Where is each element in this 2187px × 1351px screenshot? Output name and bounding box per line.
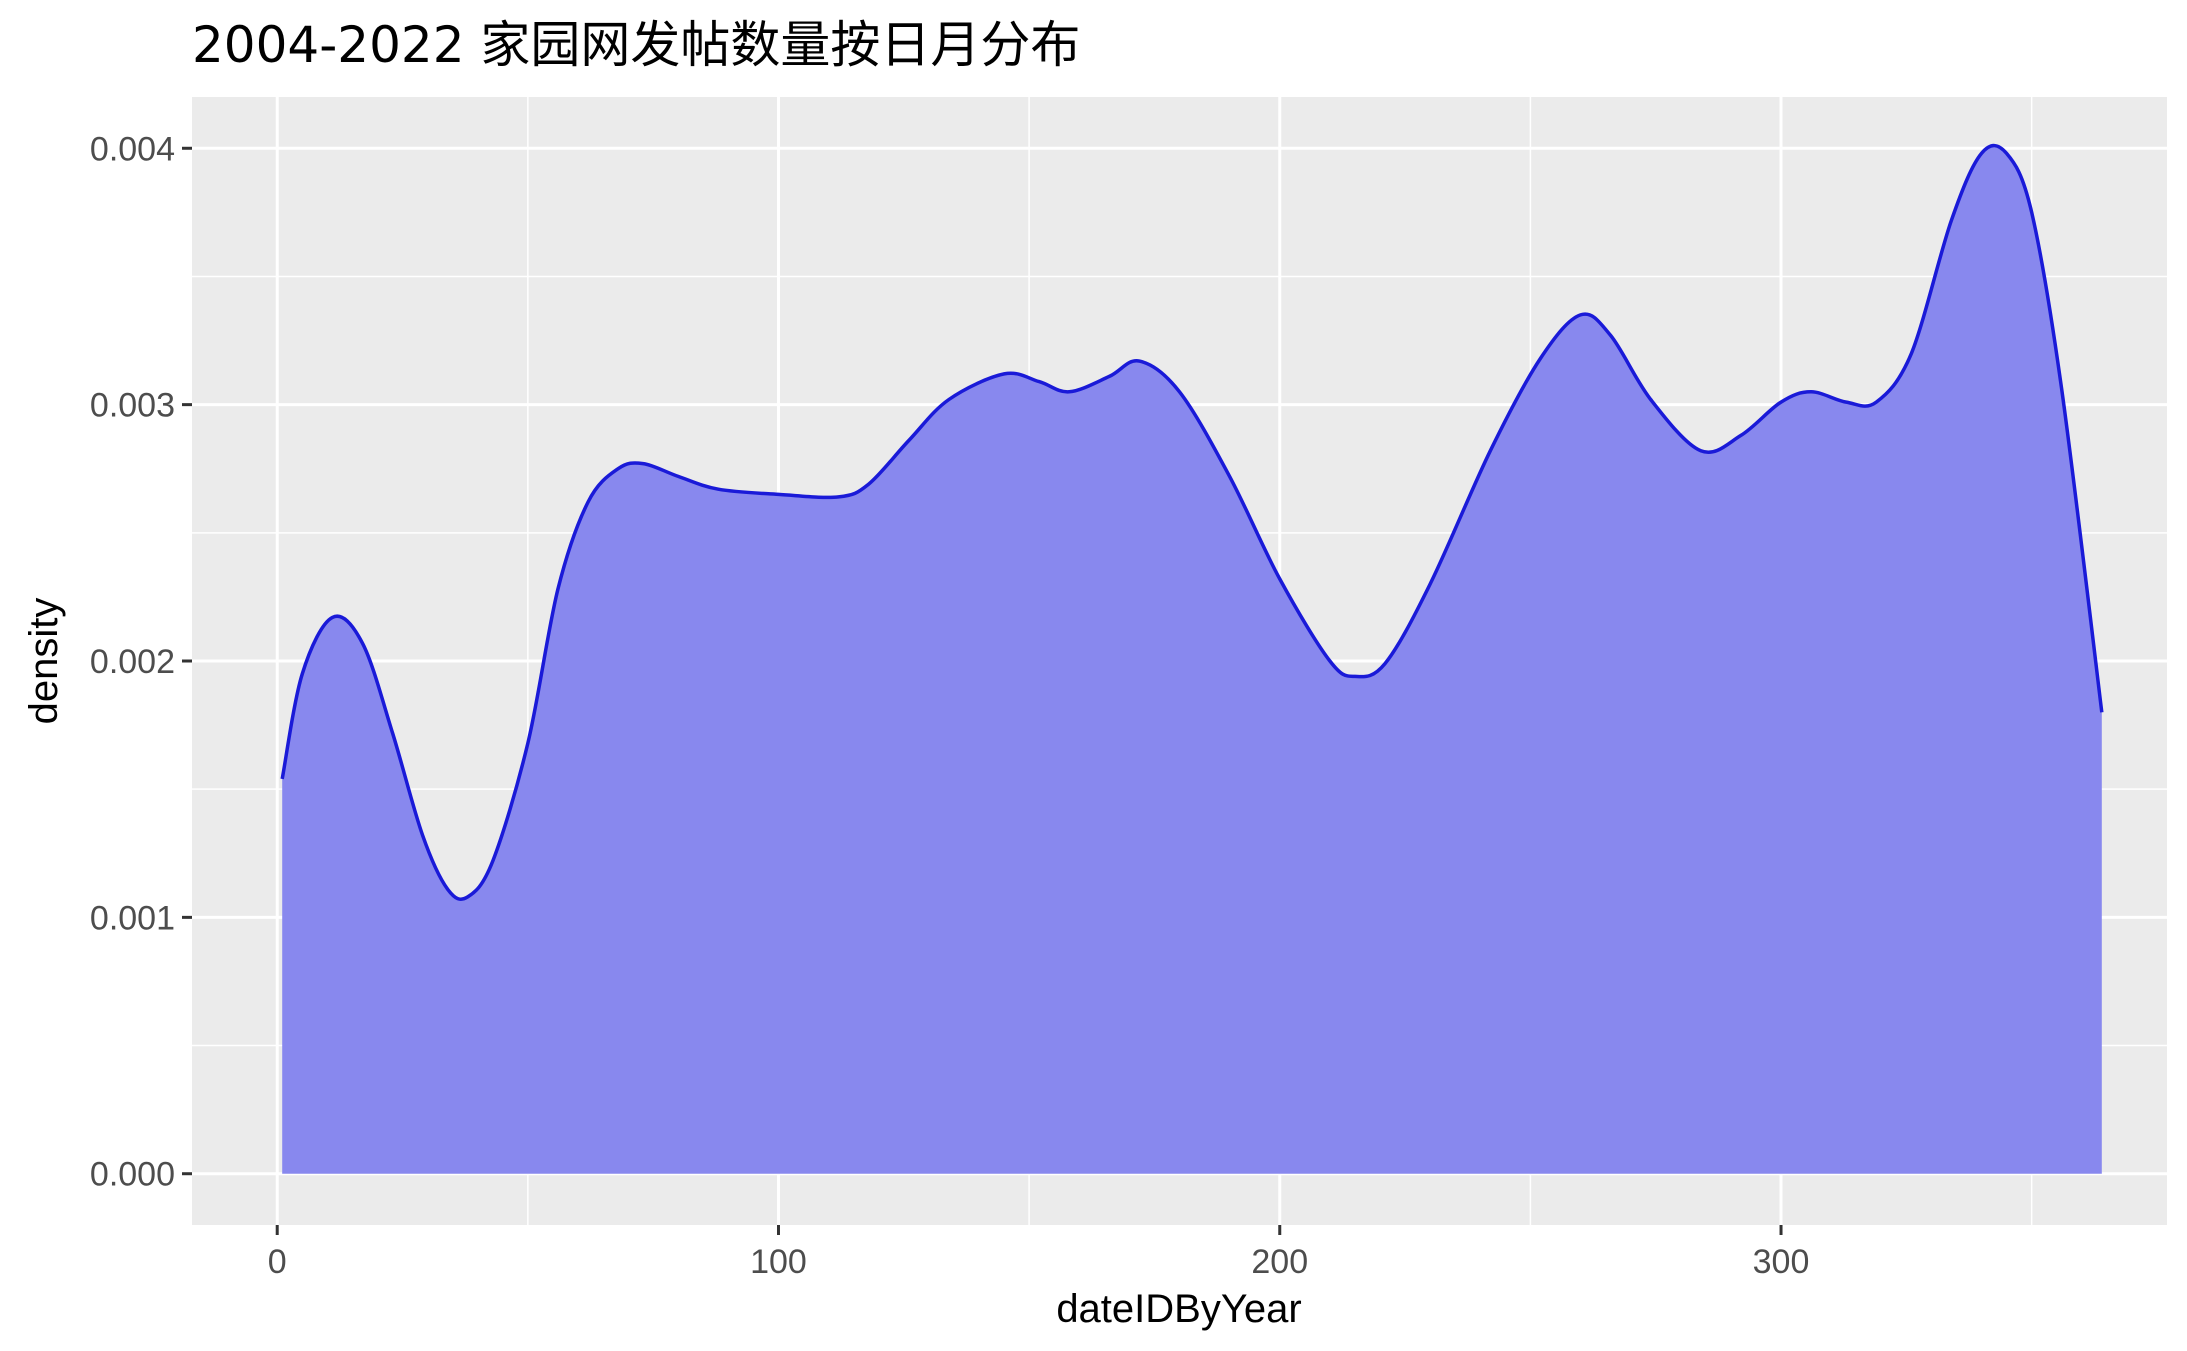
x-tick-label: 200 xyxy=(1251,1243,1308,1281)
x-tick-label: 0 xyxy=(268,1243,287,1281)
y-tick-label: 0.001 xyxy=(90,899,175,937)
y-tick-label: 0.002 xyxy=(90,643,175,681)
chart-title: 2004-2022 家园网发帖数量按日月分布 xyxy=(192,16,1080,74)
x-axis-title: dateIDByYear xyxy=(1056,1287,1301,1331)
density-line xyxy=(280,143,2104,901)
y-tick-label: 0.000 xyxy=(90,1156,175,1194)
x-tick-label: 100 xyxy=(750,1243,807,1281)
density-area xyxy=(282,145,2102,1174)
x-tick-label: 300 xyxy=(1753,1243,1810,1281)
x-axis: 0 100 200 300 xyxy=(268,1225,1810,1281)
y-axis: 0.000 0.001 0.002 0.003 0.004 xyxy=(90,130,192,1194)
y-tick-label: 0.003 xyxy=(90,387,175,425)
y-tick-label: 0.004 xyxy=(90,130,175,168)
y-axis-title: density xyxy=(22,598,66,725)
